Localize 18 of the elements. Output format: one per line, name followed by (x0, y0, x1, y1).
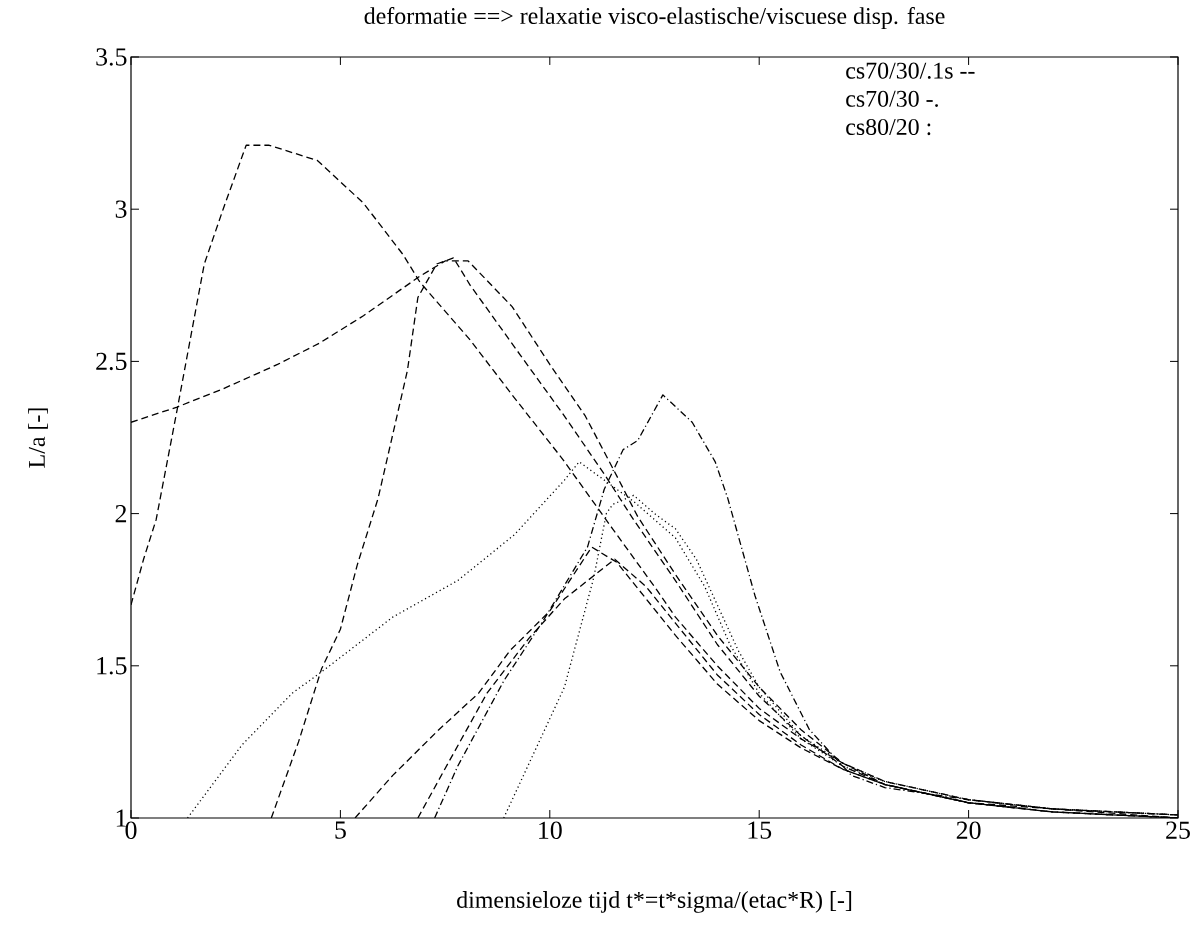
y-tick-label: 1 (116, 809, 126, 827)
annotation: cs70/30/.1s -- (846, 62, 975, 79)
x-tick-label: 10 (539, 821, 562, 839)
x-tick-label: 25 (1166, 821, 1190, 839)
x-tick-label: 0 (125, 821, 137, 839)
y-tick-label: 1.5 (97, 657, 127, 675)
y-tick-label: 2.5 (96, 352, 127, 371)
x-tick-label: 5 (335, 821, 346, 839)
annotation: cs70/30 -. (846, 90, 938, 107)
x-axis-title: dimensieloze tijd t*=t*sigma/(etac*R) [-] (457, 891, 852, 913)
x-tick-label: 20 (956, 821, 981, 839)
y-tick-label: 3 (115, 200, 127, 218)
y-tick-label: 2 (115, 505, 127, 523)
annotation: cs80/20 : (846, 118, 931, 136)
y-tick-label: 3.5 (96, 48, 127, 66)
x-tick-label: 15 (748, 821, 772, 839)
chart-title: deformatie ==> relaxatie visco-elastische/viscuese disp. fase (364, 7, 945, 29)
y-axis-title: L/a [-] (28, 408, 48, 468)
